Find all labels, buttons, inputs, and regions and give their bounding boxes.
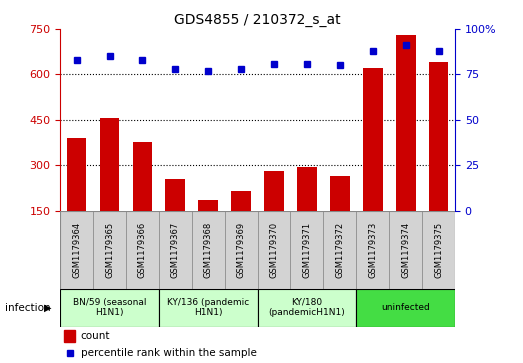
Bar	[67, 138, 86, 256]
Text: GSM1179368: GSM1179368	[204, 221, 213, 278]
Text: percentile rank within the sample: percentile rank within the sample	[81, 348, 257, 358]
Bar	[290, 211, 323, 289]
Bar	[225, 211, 257, 289]
Text: ▶: ▶	[44, 303, 52, 313]
Text: BN/59 (seasonal
H1N1): BN/59 (seasonal H1N1)	[73, 298, 146, 317]
Text: GSM1179365: GSM1179365	[105, 221, 114, 278]
Bar	[297, 167, 317, 256]
Bar	[192, 211, 225, 289]
Bar	[126, 211, 159, 289]
Bar	[363, 68, 383, 256]
Text: GSM1179367: GSM1179367	[171, 221, 180, 278]
Bar	[159, 211, 192, 289]
Text: GSM1179364: GSM1179364	[72, 221, 81, 278]
Bar	[165, 179, 185, 256]
Text: GSM1179370: GSM1179370	[269, 221, 279, 278]
Bar	[100, 118, 119, 256]
Bar	[396, 35, 415, 256]
Bar	[422, 211, 455, 289]
Text: KY/180
(pandemicH1N1): KY/180 (pandemicH1N1)	[269, 298, 345, 317]
Text: GSM1179373: GSM1179373	[368, 221, 377, 278]
Bar	[93, 211, 126, 289]
Bar	[132, 142, 152, 256]
Text: GSM1179374: GSM1179374	[401, 221, 410, 278]
Text: uninfected: uninfected	[381, 303, 430, 312]
Bar	[64, 330, 75, 342]
Text: KY/136 (pandemic
H1N1): KY/136 (pandemic H1N1)	[167, 298, 249, 317]
Bar	[264, 171, 284, 256]
Bar	[429, 62, 448, 256]
Bar	[60, 289, 159, 327]
Bar	[159, 289, 257, 327]
Bar	[60, 211, 93, 289]
Text: GSM1179369: GSM1179369	[236, 221, 246, 278]
Text: count: count	[81, 331, 110, 341]
Bar	[198, 200, 218, 256]
Text: infection: infection	[5, 303, 51, 313]
Bar	[356, 289, 455, 327]
Bar	[330, 176, 350, 256]
Bar	[257, 289, 356, 327]
Bar	[323, 211, 356, 289]
Text: GSM1179366: GSM1179366	[138, 221, 147, 278]
Bar	[389, 211, 422, 289]
Title: GDS4855 / 210372_s_at: GDS4855 / 210372_s_at	[174, 13, 341, 26]
Text: GSM1179375: GSM1179375	[434, 221, 443, 278]
Bar	[231, 191, 251, 256]
Text: GSM1179372: GSM1179372	[335, 221, 344, 278]
Bar	[356, 211, 389, 289]
Text: GSM1179371: GSM1179371	[302, 221, 311, 278]
Bar	[257, 211, 290, 289]
